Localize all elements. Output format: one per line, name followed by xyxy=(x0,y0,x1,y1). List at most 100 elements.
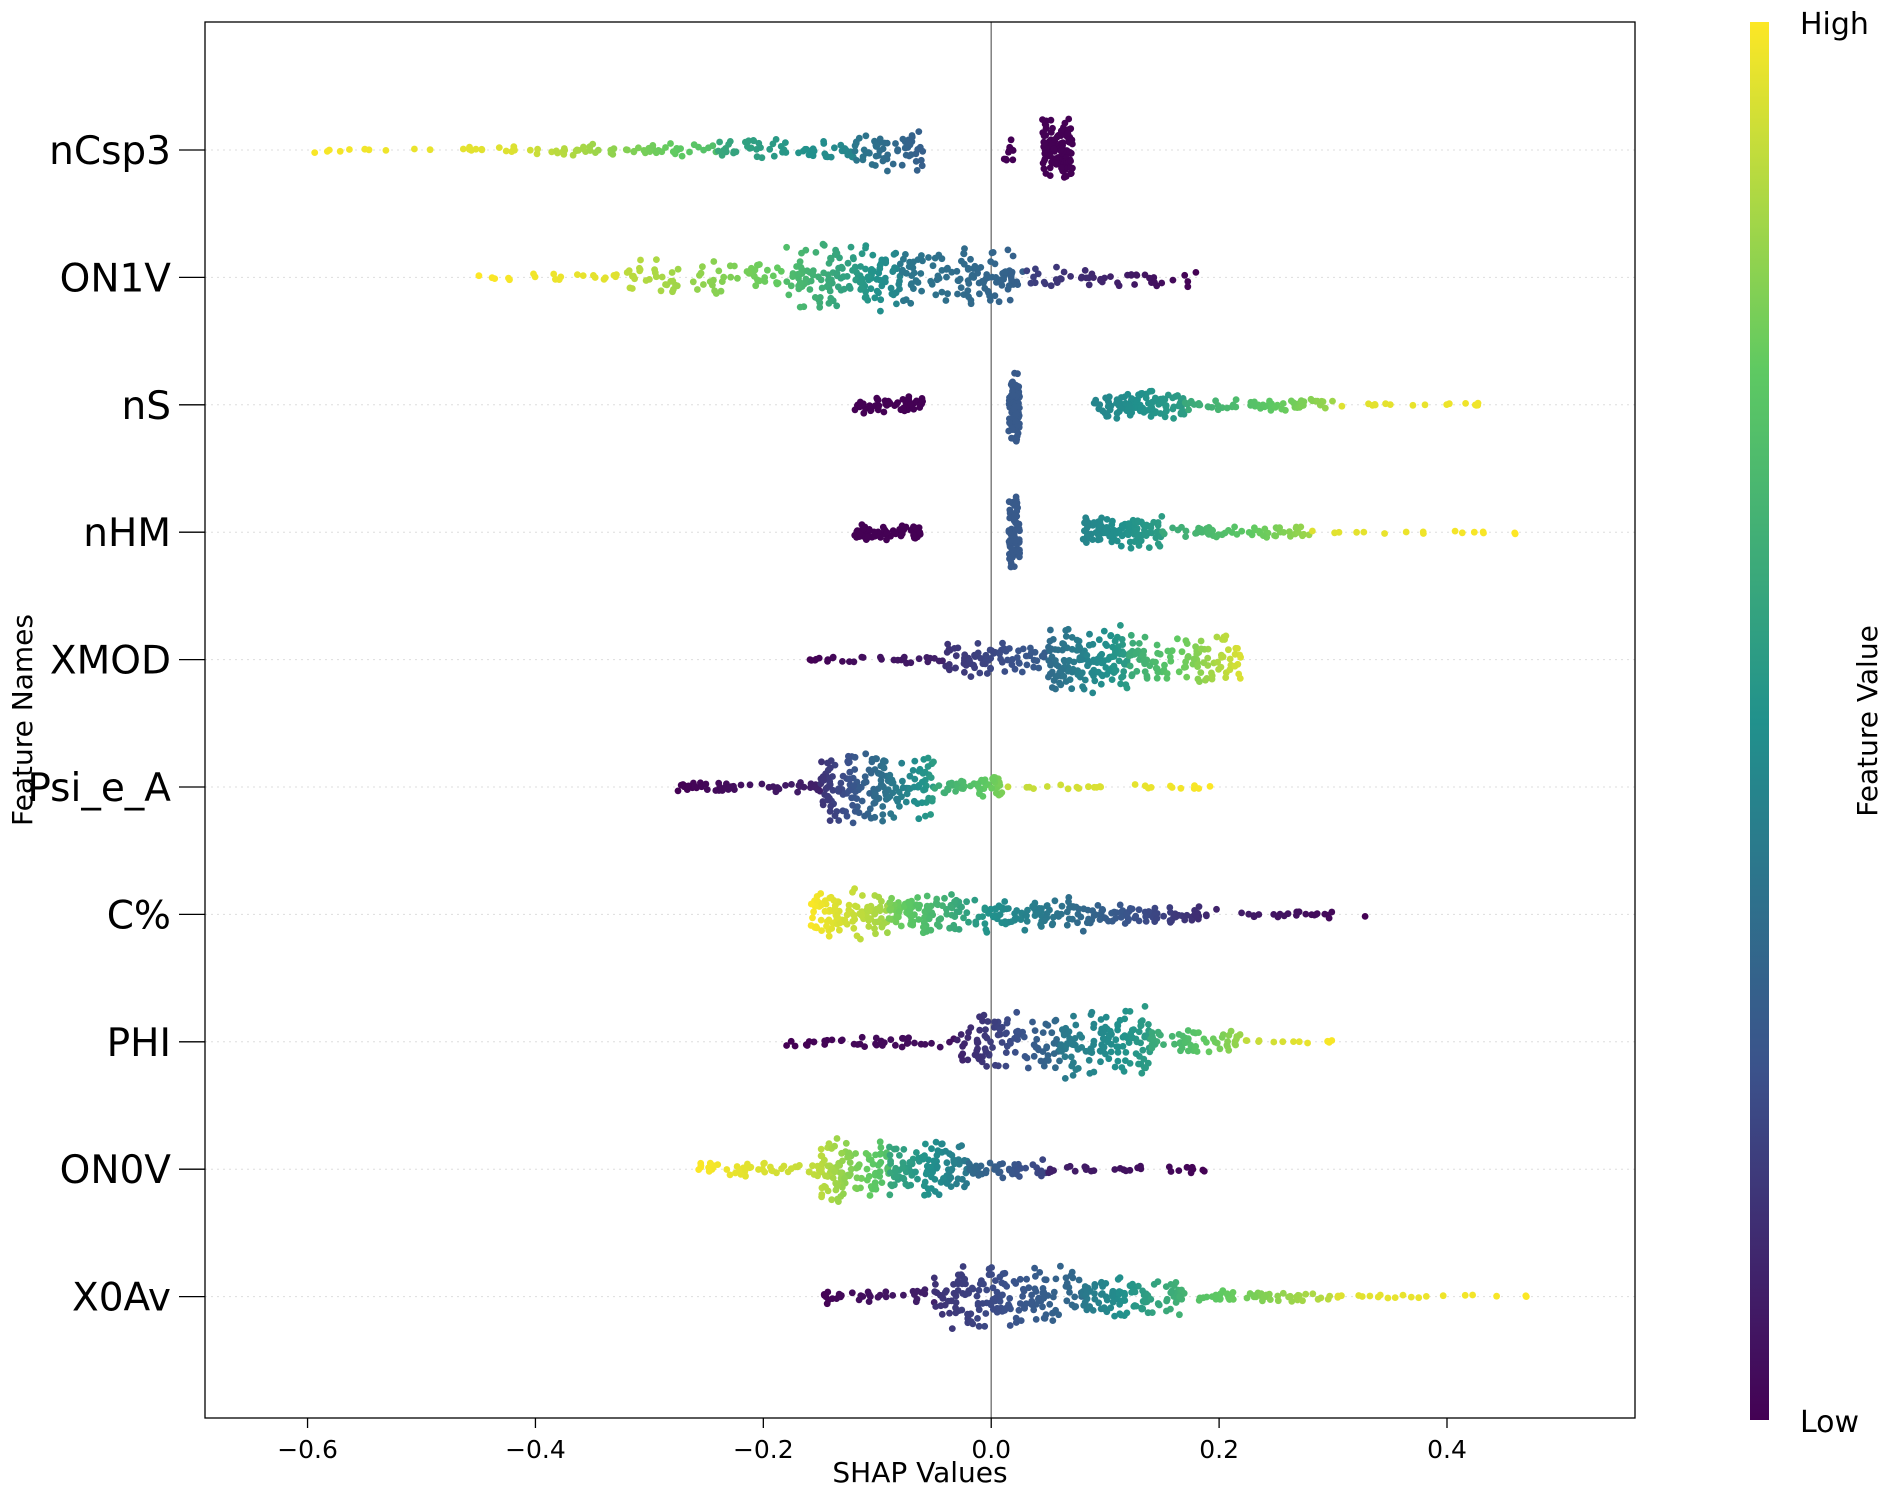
data-point xyxy=(726,138,734,145)
data-point xyxy=(875,893,883,901)
data-point xyxy=(1048,1029,1056,1037)
data-point xyxy=(706,278,714,285)
data-point xyxy=(1116,901,1124,909)
data-point xyxy=(1003,1019,1011,1027)
data-point xyxy=(1245,529,1253,536)
data-point xyxy=(1290,1038,1297,1045)
data-point xyxy=(1117,1311,1125,1319)
data-point xyxy=(831,251,839,258)
data-point xyxy=(1137,1162,1144,1170)
data-point xyxy=(858,797,866,805)
data-point xyxy=(929,262,937,270)
gridlines xyxy=(205,149,1635,1298)
data-point xyxy=(1015,1306,1023,1314)
data-point xyxy=(910,269,918,277)
data-point xyxy=(917,1040,925,1048)
data-point xyxy=(1031,1285,1039,1293)
data-point xyxy=(1152,664,1160,672)
data-point xyxy=(826,817,834,824)
data-point xyxy=(796,303,804,311)
data-point xyxy=(979,913,986,920)
data-point xyxy=(1231,1040,1239,1048)
data-point xyxy=(1005,528,1013,536)
data-point xyxy=(982,651,990,659)
data-point xyxy=(1089,1307,1097,1314)
data-point xyxy=(1067,157,1074,165)
data-point xyxy=(839,1157,846,1165)
data-point xyxy=(1051,136,1058,144)
data-point xyxy=(820,138,827,145)
data-point xyxy=(1135,640,1143,647)
data-point xyxy=(1135,542,1143,549)
data-point xyxy=(1006,296,1014,304)
data-point xyxy=(1081,267,1089,274)
data-point xyxy=(1153,914,1161,922)
data-point xyxy=(850,924,858,932)
data-point xyxy=(994,1031,1002,1039)
y-axis-title: Feature Names xyxy=(6,614,39,826)
data-point xyxy=(831,1168,839,1176)
data-point xyxy=(787,1037,795,1045)
data-point xyxy=(845,901,853,909)
data-point xyxy=(976,790,983,798)
data-point xyxy=(1118,1064,1126,1071)
data-point xyxy=(889,527,897,535)
data-point xyxy=(1255,527,1263,535)
data-point xyxy=(589,140,597,148)
data-point xyxy=(867,285,875,293)
data-point xyxy=(791,1042,799,1050)
data-point xyxy=(892,1041,899,1049)
data-point xyxy=(1041,1276,1049,1283)
data-point xyxy=(1008,268,1016,276)
data-point xyxy=(1064,785,1072,793)
data-point xyxy=(700,146,707,154)
data-point xyxy=(610,145,618,153)
data-point xyxy=(889,160,897,168)
data-point xyxy=(993,1164,1000,1172)
data-point xyxy=(1167,1168,1175,1175)
data-point xyxy=(929,1168,936,1176)
data-point xyxy=(807,900,815,908)
data-point xyxy=(554,149,561,157)
data-point xyxy=(945,1297,952,1305)
data-point xyxy=(920,923,927,931)
data-point xyxy=(1205,1048,1213,1056)
data-point xyxy=(1361,913,1369,920)
data-point xyxy=(1037,1057,1045,1065)
data-point xyxy=(785,291,793,299)
data-point xyxy=(1259,401,1267,409)
data-point xyxy=(1090,1024,1097,1031)
data-point xyxy=(311,149,319,157)
data-point xyxy=(1024,906,1031,914)
data-point xyxy=(1097,652,1105,659)
data-point xyxy=(1114,1048,1122,1056)
data-point xyxy=(1259,532,1267,539)
data-point xyxy=(1048,921,1056,929)
data-point xyxy=(878,921,886,929)
data-point xyxy=(989,1306,997,1313)
data-point xyxy=(796,279,804,286)
x-axis-title: SHAP Values xyxy=(832,1456,1007,1489)
data-point xyxy=(1002,1304,1010,1312)
data-point xyxy=(1274,1297,1282,1305)
data-point xyxy=(1079,535,1087,543)
data-point xyxy=(910,783,918,791)
data-point xyxy=(1124,531,1132,539)
data-point xyxy=(862,149,870,157)
data-point xyxy=(894,146,901,154)
data-point xyxy=(851,531,859,539)
data-point xyxy=(975,1286,983,1294)
data-point xyxy=(1221,636,1228,643)
data-point xyxy=(1018,668,1026,676)
data-point xyxy=(1166,904,1174,911)
data-point xyxy=(1042,1057,1050,1065)
data-point xyxy=(1091,1290,1098,1297)
data-point xyxy=(1043,902,1051,909)
data-point xyxy=(361,145,369,153)
data-point xyxy=(1179,1032,1186,1040)
data-point xyxy=(755,139,763,147)
data-point xyxy=(943,266,950,273)
data-point xyxy=(1040,165,1048,173)
data-point xyxy=(867,814,875,822)
